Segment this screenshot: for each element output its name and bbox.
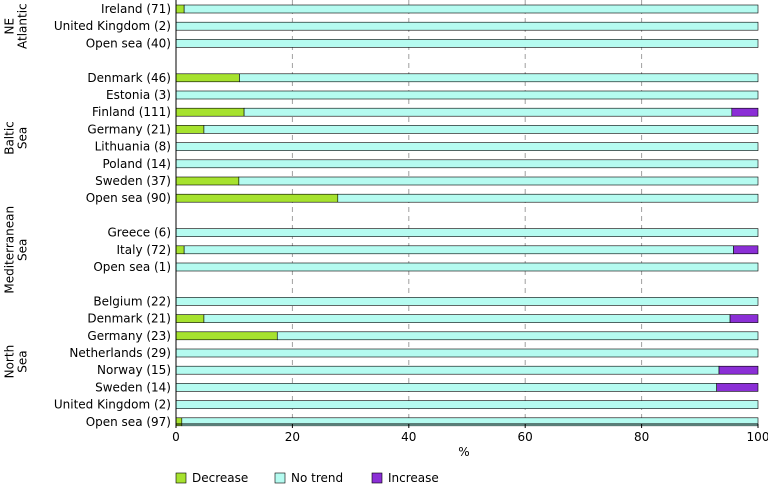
category-label: Ireland (71) (101, 2, 171, 16)
x-tick-label: 100 (747, 430, 768, 444)
bar-segment-increase (731, 107, 759, 117)
x-tick-label: 40 (401, 430, 416, 444)
category-label: Greece (6) (107, 226, 171, 240)
group-label-line: Atlantic (16, 3, 30, 49)
category-label: Finland (111) (92, 105, 171, 119)
group-label-line: Baltic (3, 121, 17, 155)
category-label: Open sea (97) (86, 415, 171, 429)
bar-segment-increase (729, 314, 759, 323)
bar-segment-decrease (175, 107, 245, 117)
bar-segment-no-trend (175, 297, 759, 306)
category-label: United Kingdom (2) (54, 398, 171, 412)
bar-segment-no-trend (175, 159, 759, 169)
bar-segment-no-trend (276, 331, 759, 341)
bar-segment-no-trend (337, 193, 759, 203)
bar-segment-no-trend (175, 39, 759, 48)
bar-segment-no-trend (175, 383, 717, 392)
group-label-line: North (3, 345, 17, 379)
legend-swatch-no-trend (274, 472, 286, 484)
group-label-line: Sea (16, 127, 30, 149)
legend-label-increase: Increase (388, 471, 439, 485)
category-label: Germany (23) (87, 329, 171, 343)
category-label: Sweden (14) (95, 380, 171, 394)
bar-segment-no-trend (239, 73, 759, 83)
category-label: Netherlands (29) (69, 346, 171, 360)
bar-segment-increase (716, 383, 759, 392)
bar-segment-no-trend (175, 262, 759, 272)
bar-segment-no-trend (175, 142, 759, 151)
category-label: Italy (72) (117, 243, 171, 257)
x-tick-label: 20 (285, 430, 300, 444)
bar-segment-no-trend (175, 400, 759, 409)
legend-swatch-decrease (175, 472, 187, 484)
bar-segment-no-trend (183, 4, 759, 14)
bar-layer (175, 4, 759, 427)
bar-segment-increase (718, 365, 759, 375)
bar-segment-decrease (175, 314, 205, 323)
category-label: Germany (21) (87, 122, 171, 136)
group-label: MediterraneanSea (3, 206, 30, 294)
category-label: Open sea (40) (86, 36, 171, 50)
category-label: Estonia (3) (106, 88, 171, 102)
bar-segment-decrease (175, 193, 339, 203)
category-label: Open sea (90) (86, 191, 171, 205)
bar-segment-no-trend (175, 90, 759, 100)
category-label: Belgium (22) (93, 294, 171, 308)
bar-segment-no-trend (243, 107, 733, 117)
x-tick-label: 80 (634, 430, 649, 444)
grid-layer (291, 0, 643, 424)
category-label: Denmark (46) (87, 71, 171, 85)
bar-segment-no-trend (175, 21, 759, 31)
group-label-line: NE (3, 18, 17, 35)
category-label: United Kingdom (2) (54, 19, 171, 33)
legend-swatch-increase (371, 472, 383, 484)
bar-segment-no-trend (183, 245, 734, 255)
category-label: Denmark (21) (87, 312, 171, 326)
bar-segment-no-trend (238, 176, 759, 186)
category-label: Sweden (37) (95, 174, 171, 188)
bar-segment-decrease (175, 331, 278, 341)
x-tick-label: 0 (172, 430, 180, 444)
category-label: Lithuania (8) (95, 140, 171, 154)
bar-segment-no-trend (203, 314, 731, 323)
bar-segment-decrease (175, 73, 240, 83)
bar-segment-no-trend (203, 125, 759, 134)
group-label: NEAtlantic (3, 3, 30, 49)
bar-segment-decrease (175, 245, 185, 255)
category-label: Poland (14) (102, 157, 171, 171)
bar-segment-no-trend (175, 365, 720, 375)
group-label-line: Sea (16, 350, 30, 372)
axis-layer: 0 20 40 60 80 100% (172, 0, 768, 459)
bar-segment-no-trend (175, 228, 759, 237)
legend-label-no-trend: No trend (291, 471, 343, 485)
label-layer: Ireland (71) United Kingdom (2) Open sea (… (3, 2, 172, 429)
x-tick-label: 60 (518, 430, 533, 444)
group-label: BalticSea (3, 121, 30, 155)
bar-segment-no-trend (181, 417, 759, 427)
x-axis-title: % (458, 445, 469, 459)
bar-segment-decrease (175, 417, 183, 427)
bar-segment-decrease (175, 4, 185, 14)
bar-segment-decrease (175, 125, 205, 134)
legend-label-decrease: Decrease (192, 471, 248, 485)
bar-segment-decrease (175, 176, 240, 186)
group-label: NorthSea (3, 345, 30, 379)
category-label: Norway (15) (97, 363, 171, 377)
group-label-line: Sea (16, 239, 30, 261)
group-label-line: Mediterranean (3, 206, 17, 294)
bar-segment-no-trend (175, 348, 759, 358)
legend: Decrease No trend Increase (175, 471, 439, 485)
category-label: Open sea (1) (93, 260, 171, 274)
bar-segment-increase (733, 245, 759, 255)
